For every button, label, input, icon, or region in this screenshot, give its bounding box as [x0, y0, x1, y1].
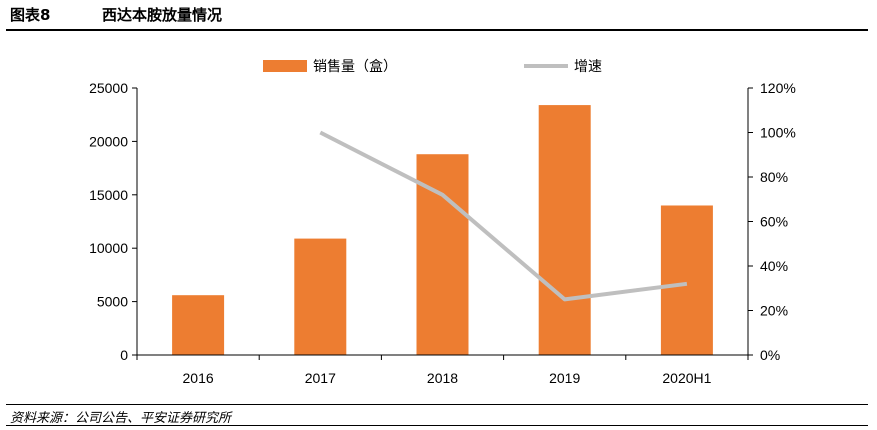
y-tick-label-left: 15000	[89, 187, 128, 203]
y-tick-label-right: 40%	[760, 258, 788, 274]
bottom-rule	[6, 404, 868, 405]
axes-group: 0 5000 10000 15000 20000 25000 0% 20% 40% 60% 80% 1…	[89, 80, 796, 386]
bar-2017	[294, 238, 347, 355]
x-tick-label: 2018	[427, 370, 458, 386]
y-tick-label-left: 5000	[97, 294, 128, 310]
line-group	[319, 130, 688, 302]
x-tick-label: 2017	[305, 370, 336, 386]
bottom-rule-2	[6, 425, 868, 426]
top-rule	[6, 29, 868, 31]
y-tick-label-left: 0	[120, 347, 128, 363]
bar-2016	[172, 295, 225, 355]
bar-2020H1	[660, 205, 713, 355]
y-tick-label-left: 25000	[89, 80, 128, 96]
y-tick-label-right: 120%	[760, 80, 796, 96]
y-tick-label-right: 80%	[760, 169, 788, 185]
legend-line-label: 增速	[574, 58, 602, 74]
x-tick-label: 2020H1	[662, 370, 711, 386]
legend: 销售量（盒） 增速	[263, 58, 602, 74]
figure-header: 图表8 西达本胺放量情况	[6, 4, 868, 30]
figure-title: 西达本胺放量情况	[102, 6, 223, 24]
figure-label: 图表8	[10, 6, 51, 24]
y-tick-label-right: 0%	[760, 347, 780, 363]
y-tick-label-right: 60%	[760, 214, 788, 230]
source-note: 资料来源：公司公告、平安证券研究所	[10, 411, 232, 426]
x-tick-label: 2019	[549, 370, 580, 386]
bars-group	[172, 105, 713, 355]
legend-bar-swatch	[263, 60, 307, 72]
legend-bar-label: 销售量（盒）	[313, 58, 397, 74]
y-tick-label-left: 20000	[89, 133, 128, 149]
y-tick-label-right: 100%	[760, 125, 796, 141]
bar-2019	[538, 105, 591, 355]
chart: 0 5000 10000 15000 20000 25000 0% 20% 40% 60% 80% 1…	[89, 58, 796, 386]
x-tick-label: 2016	[183, 370, 214, 386]
growth-line	[319, 130, 688, 302]
y-tick-label-left: 10000	[89, 240, 128, 256]
y-tick-label-right: 20%	[760, 303, 788, 319]
